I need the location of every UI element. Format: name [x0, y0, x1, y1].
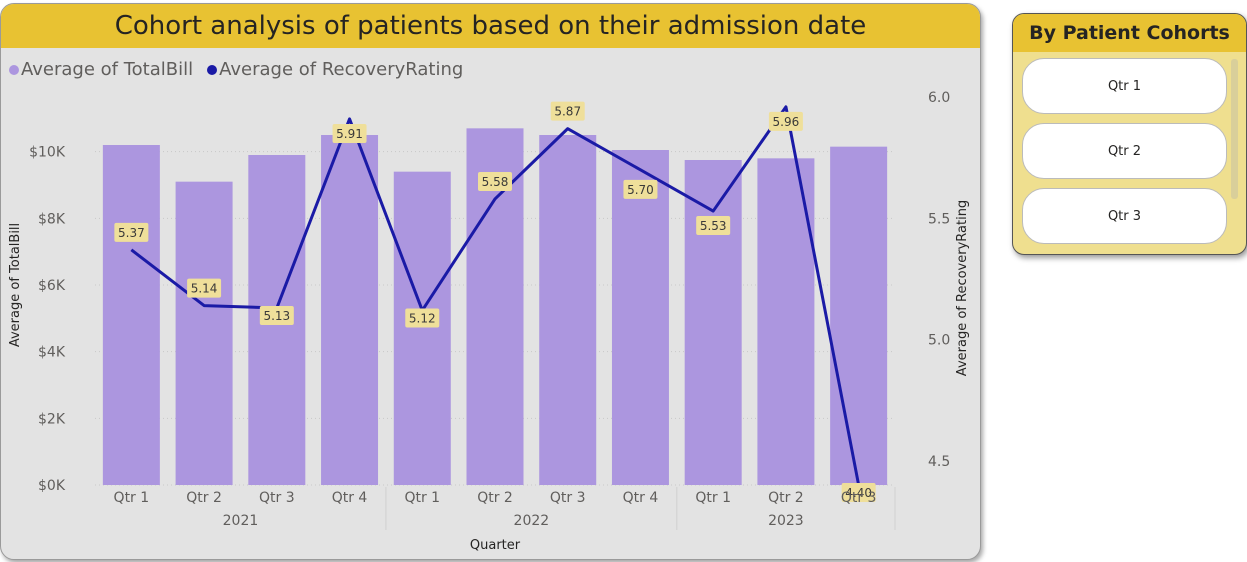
x-tick-label: Qtr 2: [477, 490, 513, 506]
chart-legend: Average of TotalBill Average of Recovery…: [9, 59, 471, 80]
data-label: 5.70: [627, 183, 654, 197]
bar: [393, 171, 451, 485]
x-tick-label: Qtr 2: [768, 490, 804, 506]
year-label: 2022: [514, 513, 550, 529]
data-label: 5.87: [554, 105, 581, 119]
x-tick-label: Qtr 1: [404, 490, 440, 506]
line-series-recoveryrating: [130, 105, 861, 486]
chart-title: Cohort analysis of patients based on the…: [114, 11, 867, 41]
x-tick-label: Qtr 3: [259, 490, 295, 506]
y2-tick-label: 5.5: [928, 211, 950, 227]
bar: [539, 135, 597, 485]
data-label: 5.53: [700, 219, 727, 233]
y-tick-label: $4K: [38, 345, 66, 361]
bar: [611, 150, 669, 485]
x-tick-label: Qtr 1: [114, 490, 150, 506]
x-tick-label: Qtr 3: [550, 490, 586, 506]
slicer-item-qtr2[interactable]: Qtr 2: [1022, 123, 1227, 179]
data-label-bg: [623, 179, 658, 199]
y-tick-label: $6K: [38, 278, 66, 294]
data-label-bg: [550, 101, 585, 121]
data-label: 5.96: [773, 115, 800, 129]
data-label-bg: [114, 222, 149, 242]
data-label-bg: [259, 306, 294, 326]
y2-axis-title: Average of RecoveryRating: [955, 200, 970, 376]
data-label-bg: [696, 216, 731, 236]
x-tick-label: Qtr 4: [623, 490, 659, 506]
x-tick-label: Qtr 4: [332, 490, 368, 506]
y2-tick-label: 5.0: [928, 333, 950, 349]
data-label-bg: [405, 308, 440, 328]
data-label-bg: [841, 483, 876, 502]
data-label: 5.13: [263, 309, 290, 323]
legend-label-recoveryrating: Average of RecoveryRating: [219, 59, 464, 80]
data-label: 4.40: [845, 486, 872, 500]
data-label: 5.91: [336, 127, 363, 141]
data-label: 5.58: [482, 175, 509, 189]
data-label-bg: [332, 123, 367, 143]
patient-cohorts-slicer: By Patient Cohorts Qtr 1 Qtr 2 Qtr 3: [1012, 13, 1247, 255]
slicer-scrollbar[interactable]: [1231, 59, 1238, 199]
x-tick-label: Qtr 3: [841, 490, 877, 506]
data-label-bg: [187, 278, 222, 298]
bar: [684, 160, 742, 485]
bar: [321, 135, 379, 485]
bar: [102, 145, 160, 485]
x-tick-label: Qtr 1: [695, 490, 731, 506]
year-label: 2023: [768, 513, 804, 529]
year-label: 2021: [223, 513, 259, 529]
slicer-title: By Patient Cohorts: [1013, 14, 1246, 52]
legend-item-recoveryrating[interactable]: Average of RecoveryRating: [207, 59, 463, 80]
legend-label-totalbill: Average of TotalBill: [21, 59, 194, 80]
x-tick-label: Qtr 2: [186, 490, 222, 506]
y-tick-label: $8K: [38, 211, 66, 227]
bar: [830, 146, 888, 485]
y-axis-title: Average of TotalBill: [8, 223, 23, 347]
data-label-bg: [478, 171, 512, 191]
data-label-bg: [768, 111, 803, 131]
legend-item-totalbill[interactable]: Average of TotalBill: [9, 59, 193, 80]
bar: [175, 181, 233, 485]
legend-dot-recoveryrating: [207, 64, 218, 75]
data-label: 5.37: [118, 226, 145, 240]
chart-title-bar: Cohort analysis of patients based on the…: [1, 4, 980, 48]
x-axis-title: Quarter: [470, 538, 521, 553]
slicer-item-qtr3[interactable]: Qtr 3: [1022, 188, 1227, 244]
y-tick-label: $10K: [29, 145, 66, 161]
slicer-item-qtr1[interactable]: Qtr 1: [1022, 58, 1227, 114]
y2-tick-label: 4.5: [928, 454, 950, 470]
y2-tick-label: 6.0: [928, 90, 950, 106]
data-label: 5.12: [409, 311, 436, 325]
combo-chart: $0K $2K $4K $6K $8K $10K 4.5 5.0 5.5 6.0 5.37 5.14 5…: [8, 90, 970, 553]
legend-dot-totalbill: [9, 64, 19, 75]
y-tick-label: $2K: [38, 411, 66, 427]
data-label: 5.14: [191, 282, 218, 296]
y-tick-label: $0K: [38, 478, 66, 494]
